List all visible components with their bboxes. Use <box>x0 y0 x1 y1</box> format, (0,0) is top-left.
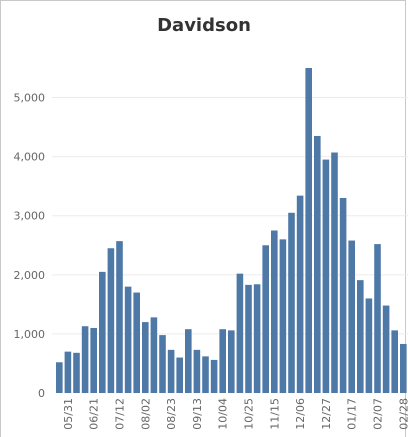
bar[interactable] <box>339 198 347 393</box>
bar[interactable] <box>228 330 235 393</box>
x-tick-label: 12/06 <box>294 398 307 430</box>
bar[interactable] <box>219 329 226 393</box>
x-tick-label: 01/17 <box>346 398 359 430</box>
bar[interactable] <box>245 284 252 393</box>
bar[interactable] <box>116 241 123 393</box>
bar[interactable] <box>236 273 244 393</box>
bar[interactable] <box>296 195 304 393</box>
x-tick-label: 10/04 <box>217 398 230 430</box>
bar[interactable] <box>202 356 209 393</box>
bar[interactable] <box>314 135 321 393</box>
bar[interactable] <box>150 317 158 393</box>
bar[interactable] <box>279 239 287 393</box>
x-tick-label: 02/28 <box>397 398 408 430</box>
bar[interactable] <box>391 330 398 393</box>
y-tick-label: 2,000 <box>14 269 46 282</box>
bar[interactable] <box>348 240 355 393</box>
bar[interactable] <box>262 245 269 393</box>
bar[interactable] <box>99 271 106 393</box>
x-tick-label: 08/02 <box>139 398 152 430</box>
x-tick-label: 06/21 <box>88 398 101 430</box>
x-tick-label: 09/13 <box>191 398 204 430</box>
bar[interactable] <box>167 349 175 393</box>
x-tick-label: 12/27 <box>320 398 333 430</box>
bar[interactable] <box>305 68 312 393</box>
bar[interactable] <box>400 343 407 393</box>
bar[interactable] <box>357 280 364 393</box>
x-tick-label: 05/31 <box>62 398 75 430</box>
bar[interactable] <box>271 230 278 393</box>
bar[interactable] <box>56 362 63 393</box>
x-tick-label: 10/25 <box>243 398 256 430</box>
bar[interactable] <box>107 248 115 393</box>
bar[interactable] <box>124 286 132 393</box>
x-tick-label: 02/07 <box>372 398 385 430</box>
bar[interactable] <box>64 351 72 393</box>
x-tick-label: 07/12 <box>114 398 127 430</box>
bar[interactable] <box>193 349 201 393</box>
bar[interactable] <box>288 212 295 393</box>
y-tick-label: 3,000 <box>14 210 46 223</box>
y-tick-label: 0 <box>38 387 45 400</box>
y-tick-label: 4,000 <box>14 151 46 164</box>
bar[interactable] <box>90 328 97 393</box>
bar[interactable] <box>142 322 149 393</box>
bar[interactable] <box>133 292 140 393</box>
bar[interactable] <box>210 359 218 393</box>
bar[interactable] <box>176 357 183 393</box>
bar[interactable] <box>159 335 166 393</box>
bar[interactable] <box>374 244 381 393</box>
y-tick-label: 5,000 <box>14 92 46 105</box>
bar[interactable] <box>382 305 390 393</box>
bar[interactable] <box>365 298 373 393</box>
x-tick-label: 11/15 <box>268 398 281 430</box>
chart-title: Davidson <box>157 15 251 36</box>
bar[interactable] <box>331 152 338 393</box>
bar[interactable] <box>81 326 89 393</box>
y-tick-label: 1,000 <box>14 328 46 341</box>
bar[interactable] <box>322 159 330 393</box>
bar[interactable] <box>253 284 261 393</box>
bar[interactable] <box>73 352 80 393</box>
x-tick-label: 08/23 <box>165 398 178 430</box>
bar[interactable] <box>185 329 192 393</box>
